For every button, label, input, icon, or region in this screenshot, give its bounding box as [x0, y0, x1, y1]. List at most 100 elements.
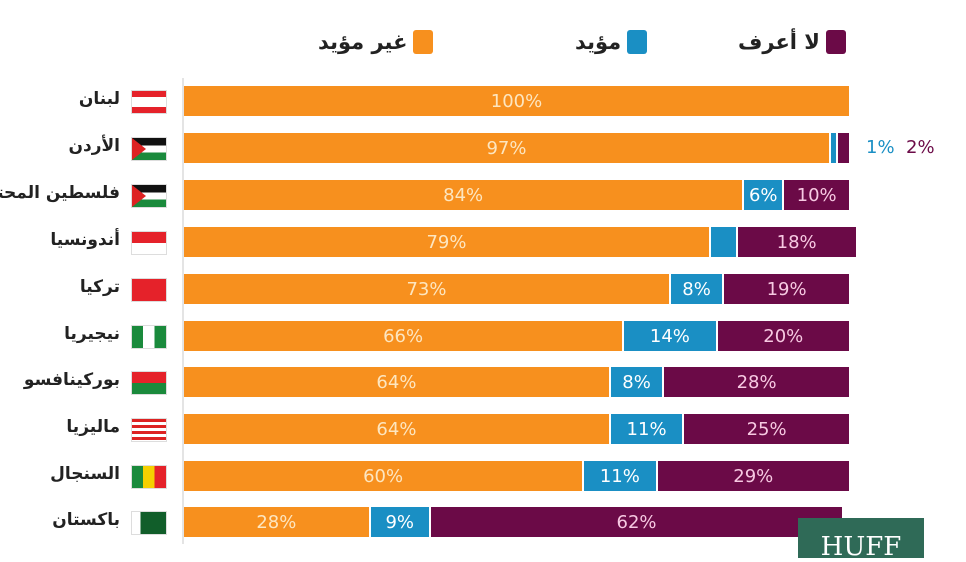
bar-segment-oppose: 73%: [184, 274, 671, 304]
bar-segment-oppose: 66%: [184, 321, 625, 351]
bar-segment-oppose: 60%: [184, 461, 585, 491]
legend-item: غير مؤيد: [318, 30, 434, 54]
bar-segment-oppose: 64%: [184, 414, 611, 444]
data-label: 19%: [766, 278, 807, 300]
data-label: 100%: [490, 90, 543, 112]
country-label: فلسطين المحتلة: [0, 183, 120, 203]
watermark-logo: HUFF: [798, 518, 924, 562]
data-label: 28%: [736, 371, 777, 393]
country-flag-icon: [131, 465, 167, 489]
country-flag-icon: [131, 278, 167, 302]
country-label: نيجيريا: [64, 324, 120, 344]
bar-segment-oppose: 97%: [184, 133, 831, 163]
chart-row: بوركينافسو 64% 8% 28%: [0, 366, 966, 398]
data-label: 29%: [733, 465, 774, 487]
bar-segment-support: 11%: [610, 414, 685, 444]
data-label: 73%: [406, 278, 447, 300]
data-label: 1%: [866, 137, 895, 158]
data-label: 62%: [616, 511, 657, 533]
bar-segment-dont-know: 25%: [684, 414, 851, 444]
bar-segment-dont-know: 28%: [664, 367, 851, 397]
bar-segment-support: 8%: [610, 367, 665, 397]
chart-row: تركيا 73% 8% 19%: [0, 273, 966, 305]
country-label-clip: الأردن: [0, 132, 120, 164]
bar-segment-support: [710, 227, 738, 257]
bar-segment-dont-know: [837, 133, 851, 163]
country-label-clip: السنجال: [0, 460, 120, 492]
country-label-clip: تركيا: [0, 273, 120, 305]
country-label: ماليزيا: [66, 417, 120, 437]
country-label: بوركينافسو: [23, 370, 120, 390]
legend-label: لا أعرف: [738, 30, 820, 54]
flag-triangle: [132, 138, 146, 160]
country-label-clip: لبنان: [0, 85, 120, 117]
bar-segment-support: [830, 133, 838, 163]
data-label: 79%: [426, 231, 467, 253]
data-label: 84%: [443, 184, 484, 206]
data-label: 6%: [748, 184, 778, 206]
data-label: 25%: [746, 418, 787, 440]
watermark-text: HUFF: [820, 532, 902, 562]
bar-segment-oppose: 79%: [184, 227, 711, 257]
bar-segment-oppose: 28%: [184, 507, 371, 537]
country-label: باكستان: [52, 510, 120, 530]
data-label: 9%: [385, 511, 415, 533]
legend-item: لا أعرف: [738, 30, 846, 54]
data-label: 20%: [763, 325, 804, 347]
country-label-clip: فلسطين المحتلة: [0, 179, 120, 211]
legend-label: مؤيد: [575, 30, 622, 54]
data-label: 8%: [682, 278, 711, 300]
country-label: لبنان: [78, 89, 120, 109]
country-label-clip: بوركينافسو: [0, 366, 120, 398]
data-label: 2%: [906, 137, 935, 158]
data-label: 14%: [649, 325, 690, 347]
chart-row: باكستان 28% 9% 62%: [0, 506, 966, 538]
bar-segment-support: 14%: [624, 321, 718, 351]
legend-swatch: [627, 30, 648, 54]
bar-segment-dont-know: 19%: [724, 274, 851, 304]
bar-segment-dont-know: 20%: [717, 321, 851, 351]
bar-segment-oppose: 84%: [184, 180, 745, 210]
country-label-clip: باكستان: [0, 506, 120, 538]
y-axis-line: [182, 78, 184, 544]
chart-row: نيجيريا 66% 14% 20%: [0, 320, 966, 352]
legend-label: غير مؤيد: [318, 30, 408, 54]
country-flag-icon: [131, 90, 167, 114]
country-label: السنجال: [50, 464, 120, 484]
country-label-clip: نيجيريا: [0, 320, 120, 352]
country-flag-icon: [131, 418, 167, 442]
bar-segment-oppose: 64%: [184, 367, 611, 397]
data-label: 8%: [622, 371, 651, 393]
data-label: 97%: [486, 137, 527, 159]
data-label: 11%: [599, 465, 640, 487]
country-flag-icon: [131, 231, 167, 255]
chart-row: أندونسيا 79% 18%: [0, 226, 966, 258]
country-flag-icon: [131, 325, 167, 349]
bar-segment-dont-know: 29%: [657, 461, 851, 491]
legend-swatch: [413, 30, 434, 54]
data-label: 60%: [363, 465, 404, 487]
chart-row: السنجال 60% 11% 29%: [0, 460, 966, 492]
chart-row: الأردن 97% 1% 2%: [0, 132, 966, 164]
country-flag-icon: [131, 137, 167, 161]
bar-segment-support: 11%: [584, 461, 658, 491]
data-label: 10%: [796, 184, 837, 206]
country-label: الأردن: [68, 136, 120, 156]
data-label: 66%: [383, 325, 424, 347]
bar-segment-support: 6%: [744, 180, 785, 210]
bar-segment-dont-know: 10%: [784, 180, 851, 210]
bar-segment-support: 8%: [670, 274, 725, 304]
flag-triangle: [132, 185, 146, 207]
data-label: 64%: [376, 418, 417, 440]
data-label: 64%: [376, 371, 417, 393]
legend-item: مؤيد: [575, 30, 648, 54]
country-flag-icon: [131, 184, 167, 208]
country-flag-icon: [131, 371, 167, 395]
chart-row: فلسطين المحتلة 84% 6% 10%: [0, 179, 966, 211]
data-label: 18%: [776, 231, 817, 253]
legend-swatch: [825, 30, 846, 54]
bar-segment-dont-know: 62%: [430, 507, 845, 537]
country-label-clip: ماليزيا: [0, 413, 120, 445]
bar-segment-dont-know: 18%: [737, 227, 858, 257]
data-label: 11%: [626, 418, 667, 440]
